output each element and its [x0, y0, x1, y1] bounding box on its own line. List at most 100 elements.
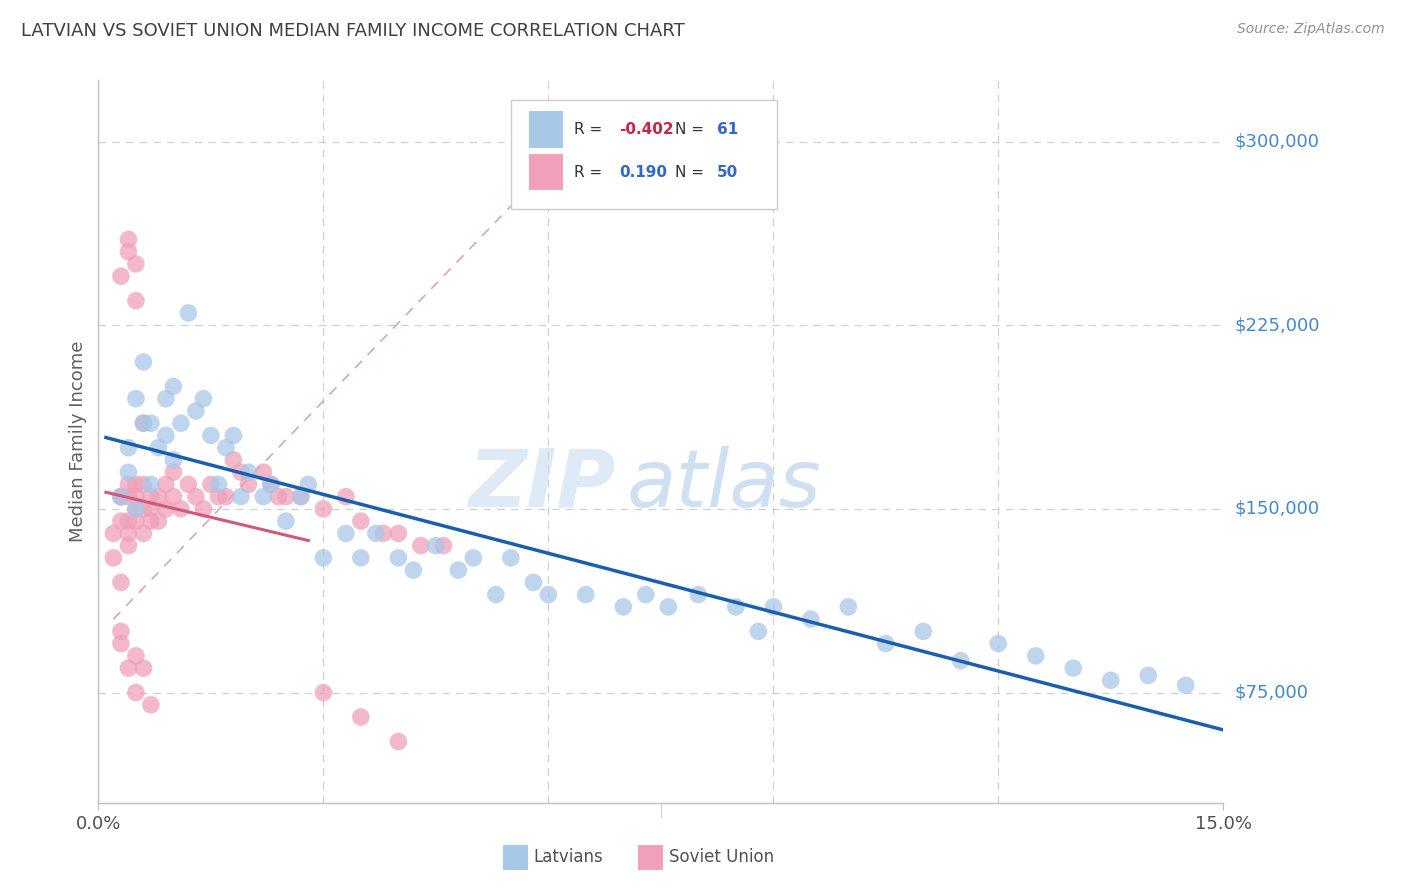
- Point: [425, 539, 447, 553]
- Point: [193, 502, 215, 516]
- Point: [432, 539, 454, 553]
- Point: [184, 404, 207, 418]
- Point: [125, 514, 148, 528]
- Point: [125, 293, 148, 308]
- Point: [125, 257, 148, 271]
- Point: [215, 441, 238, 455]
- Bar: [638, 845, 664, 870]
- Point: [800, 612, 823, 626]
- Point: [110, 490, 132, 504]
- Point: [132, 355, 155, 369]
- Point: [162, 379, 184, 393]
- Bar: [529, 154, 562, 190]
- Point: [238, 465, 260, 479]
- Point: [132, 416, 155, 430]
- Point: [103, 526, 125, 541]
- Point: [485, 588, 508, 602]
- Point: [297, 477, 319, 491]
- Text: 61: 61: [717, 122, 738, 137]
- Point: [125, 502, 148, 516]
- Point: [139, 416, 162, 430]
- Point: [688, 588, 710, 602]
- Point: [222, 453, 245, 467]
- Text: $150,000: $150,000: [1234, 500, 1319, 518]
- Point: [229, 490, 252, 504]
- Point: [387, 550, 409, 565]
- Point: [260, 477, 283, 491]
- Point: [148, 441, 170, 455]
- Point: [274, 514, 297, 528]
- Point: [139, 698, 162, 712]
- Point: [987, 637, 1010, 651]
- Point: [132, 526, 155, 541]
- Point: [155, 392, 177, 406]
- Point: [155, 428, 177, 442]
- Point: [125, 490, 148, 504]
- Point: [1099, 673, 1122, 688]
- Point: [447, 563, 470, 577]
- Point: [350, 514, 373, 528]
- Point: [252, 465, 274, 479]
- Point: [110, 514, 132, 528]
- Point: [1062, 661, 1084, 675]
- Point: [634, 588, 657, 602]
- Point: [312, 502, 335, 516]
- Point: [132, 416, 155, 430]
- Point: [522, 575, 544, 590]
- Point: [117, 526, 139, 541]
- Point: [177, 477, 200, 491]
- Point: [117, 244, 139, 259]
- Text: $300,000: $300,000: [1234, 133, 1319, 151]
- Text: $75,000: $75,000: [1234, 683, 1309, 702]
- Point: [139, 490, 162, 504]
- Bar: [529, 112, 562, 147]
- Text: R =: R =: [574, 165, 607, 180]
- Point: [290, 490, 312, 504]
- Point: [1174, 678, 1197, 692]
- Point: [139, 477, 162, 491]
- Point: [200, 477, 222, 491]
- Point: [612, 599, 634, 614]
- Point: [229, 465, 252, 479]
- Text: LATVIAN VS SOVIET UNION MEDIAN FAMILY INCOME CORRELATION CHART: LATVIAN VS SOVIET UNION MEDIAN FAMILY IN…: [21, 22, 685, 40]
- Point: [252, 490, 274, 504]
- Point: [117, 465, 139, 479]
- FancyBboxPatch shape: [512, 100, 776, 209]
- Point: [110, 490, 132, 504]
- Point: [350, 710, 373, 724]
- Point: [657, 599, 679, 614]
- Y-axis label: Median Family Income: Median Family Income: [69, 341, 87, 542]
- Point: [222, 428, 245, 442]
- Point: [117, 661, 139, 675]
- Point: [537, 588, 560, 602]
- Point: [207, 477, 229, 491]
- Point: [274, 490, 297, 504]
- Text: N =: N =: [675, 165, 709, 180]
- Bar: [503, 845, 529, 870]
- Point: [364, 526, 387, 541]
- Point: [117, 441, 139, 455]
- Point: [499, 550, 522, 565]
- Point: [110, 575, 132, 590]
- Point: [103, 550, 125, 565]
- Text: Source: ZipAtlas.com: Source: ZipAtlas.com: [1237, 22, 1385, 37]
- Text: ZIP: ZIP: [468, 446, 616, 524]
- Text: -0.402: -0.402: [619, 122, 673, 137]
- Point: [117, 490, 139, 504]
- Point: [155, 477, 177, 491]
- Point: [1025, 648, 1047, 663]
- Point: [463, 550, 485, 565]
- Point: [117, 514, 139, 528]
- Point: [409, 539, 432, 553]
- Point: [170, 502, 193, 516]
- Point: [139, 502, 162, 516]
- Point: [110, 637, 132, 651]
- Point: [132, 477, 155, 491]
- Point: [350, 550, 373, 565]
- Point: [110, 490, 132, 504]
- Point: [207, 490, 229, 504]
- Point: [184, 490, 207, 504]
- Text: Soviet Union: Soviet Union: [669, 848, 773, 866]
- Point: [387, 734, 409, 748]
- Point: [912, 624, 935, 639]
